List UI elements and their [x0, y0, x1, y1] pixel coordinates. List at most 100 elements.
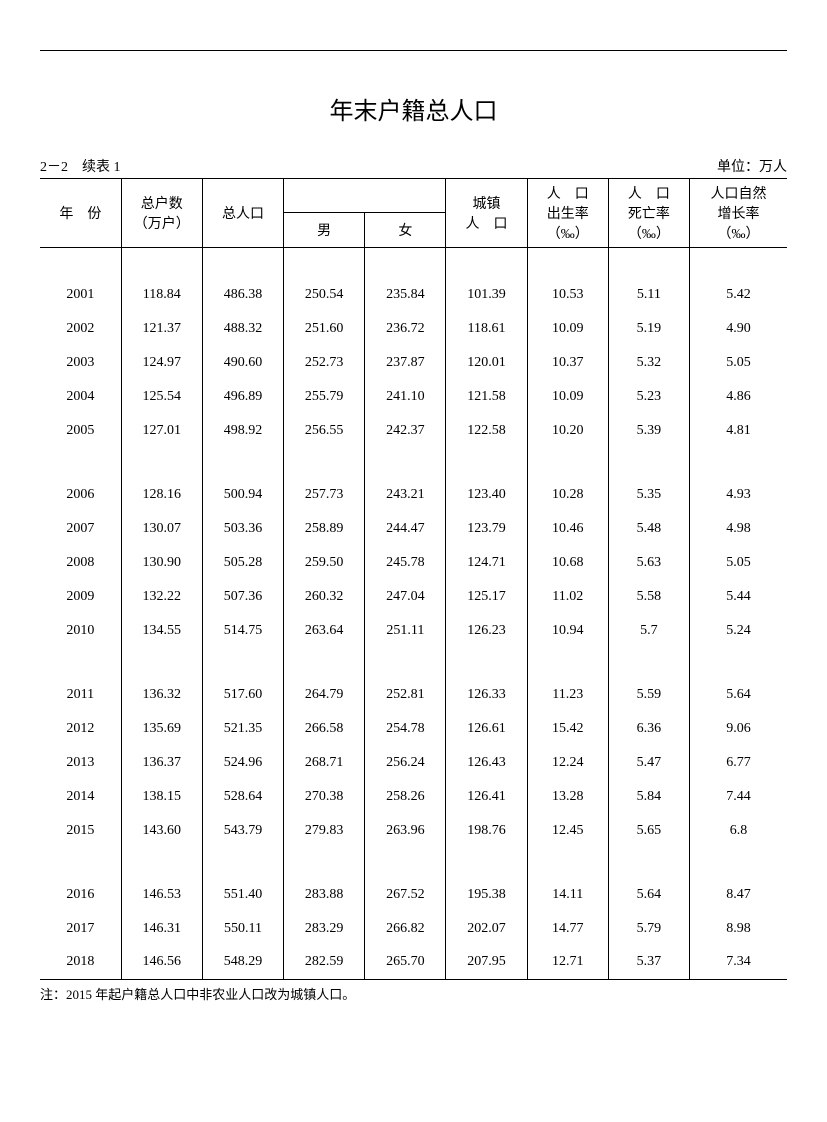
cell-growth: 9.06 — [690, 712, 788, 746]
table-row: 2010134.55514.75263.64251.11126.2310.945… — [40, 614, 787, 648]
cell-households: 130.07 — [121, 512, 202, 546]
spacer-cell — [121, 648, 202, 678]
cell-households: 146.56 — [121, 946, 202, 980]
cell-growth: 5.24 — [690, 614, 788, 648]
cell-death: 5.84 — [608, 780, 689, 814]
cell-households: 128.16 — [121, 478, 202, 512]
spacer-cell — [202, 648, 283, 678]
spacer-cell — [527, 648, 608, 678]
spacer-cell — [527, 448, 608, 478]
table-spacer-row — [40, 848, 787, 878]
spacer-cell — [40, 248, 121, 278]
cell-female: 243.21 — [365, 478, 446, 512]
cell-year: 2017 — [40, 912, 121, 946]
cell-year: 2003 — [40, 346, 121, 380]
spacer-cell — [446, 448, 527, 478]
cell-total: 490.60 — [202, 346, 283, 380]
header-birth-rate: 人 口出生率（‰） — [527, 179, 608, 248]
table-row: 2016146.53551.40283.88267.52195.3814.115… — [40, 878, 787, 912]
header-growth-rate: 人口自然增长率（‰） — [690, 179, 788, 248]
cell-male: 257.73 — [284, 478, 365, 512]
cell-female: 266.82 — [365, 912, 446, 946]
cell-total: 550.11 — [202, 912, 283, 946]
cell-death: 5.39 — [608, 414, 689, 448]
spacer-cell — [284, 848, 365, 878]
spacer-cell — [446, 248, 527, 278]
cell-households: 125.54 — [121, 380, 202, 414]
cell-growth: 4.90 — [690, 312, 788, 346]
top-rule — [40, 50, 787, 51]
cell-birth: 12.24 — [527, 746, 608, 780]
cell-growth: 4.93 — [690, 478, 788, 512]
cell-households: 118.84 — [121, 278, 202, 312]
cell-urban: 126.41 — [446, 780, 527, 814]
spacer-cell — [284, 448, 365, 478]
cell-households: 146.53 — [121, 878, 202, 912]
cell-female: 258.26 — [365, 780, 446, 814]
cell-urban: 202.07 — [446, 912, 527, 946]
spacer-cell — [40, 648, 121, 678]
cell-male: 259.50 — [284, 546, 365, 580]
cell-birth: 13.28 — [527, 780, 608, 814]
cell-total: 496.89 — [202, 380, 283, 414]
header-urban: 城镇人 口 — [446, 179, 527, 248]
cell-year: 2010 — [40, 614, 121, 648]
spacer-cell — [284, 648, 365, 678]
cell-female: 251.11 — [365, 614, 446, 648]
spacer-cell — [608, 448, 689, 478]
cell-death: 5.48 — [608, 512, 689, 546]
cell-death: 5.79 — [608, 912, 689, 946]
table-row: 2012135.69521.35266.58254.78126.6115.426… — [40, 712, 787, 746]
cell-death: 5.7 — [608, 614, 689, 648]
cell-birth: 11.23 — [527, 678, 608, 712]
cell-male: 283.88 — [284, 878, 365, 912]
header-total-pop: 总人口 — [202, 179, 283, 248]
cell-urban: 125.17 — [446, 580, 527, 614]
cell-growth: 5.44 — [690, 580, 788, 614]
spacer-cell — [202, 448, 283, 478]
cell-birth: 10.28 — [527, 478, 608, 512]
spacer-cell — [365, 248, 446, 278]
population-table: 年 份 总户数（万户） 总人口 城镇人 口 人 口出生率（‰） 人 口死亡率（‰… — [40, 178, 787, 980]
cell-female: 263.96 — [365, 814, 446, 848]
cell-households: 138.15 — [121, 780, 202, 814]
cell-birth: 10.20 — [527, 414, 608, 448]
table-row: 2005127.01498.92256.55242.37122.5810.205… — [40, 414, 787, 448]
cell-death: 5.35 — [608, 478, 689, 512]
table-row: 2003124.97490.60252.73237.87120.0110.375… — [40, 346, 787, 380]
cell-growth: 8.98 — [690, 912, 788, 946]
cell-households: 130.90 — [121, 546, 202, 580]
spacer-cell — [608, 648, 689, 678]
spacer-cell — [121, 448, 202, 478]
table-spacer-row — [40, 648, 787, 678]
cell-death: 5.47 — [608, 746, 689, 780]
cell-growth: 5.05 — [690, 546, 788, 580]
cell-households: 134.55 — [121, 614, 202, 648]
cell-total: 551.40 — [202, 878, 283, 912]
spacer-cell — [608, 848, 689, 878]
spacer-cell — [608, 248, 689, 278]
footnote: 注：2015 年起户籍总人口中非农业人口改为城镇人口。 — [40, 984, 787, 1003]
cell-death: 5.23 — [608, 380, 689, 414]
cell-death: 5.37 — [608, 946, 689, 980]
cell-urban: 121.58 — [446, 380, 527, 414]
cell-male: 252.73 — [284, 346, 365, 380]
cell-households: 136.37 — [121, 746, 202, 780]
cell-year: 2002 — [40, 312, 121, 346]
table-row: 2017146.31550.11283.29266.82202.0714.775… — [40, 912, 787, 946]
cell-year: 2016 — [40, 878, 121, 912]
table-row: 2014138.15528.64270.38258.26126.4113.285… — [40, 780, 787, 814]
header-female: 女 — [365, 212, 446, 247]
cell-male: 279.83 — [284, 814, 365, 848]
cell-year: 2018 — [40, 946, 121, 980]
cell-birth: 10.53 — [527, 278, 608, 312]
cell-death: 5.19 — [608, 312, 689, 346]
spacer-cell — [527, 248, 608, 278]
cell-male: 260.32 — [284, 580, 365, 614]
cell-death: 5.64 — [608, 878, 689, 912]
cell-urban: 126.33 — [446, 678, 527, 712]
spacer-cell — [446, 848, 527, 878]
cell-female: 256.24 — [365, 746, 446, 780]
cell-total: 507.36 — [202, 580, 283, 614]
table-spacer-row — [40, 448, 787, 478]
